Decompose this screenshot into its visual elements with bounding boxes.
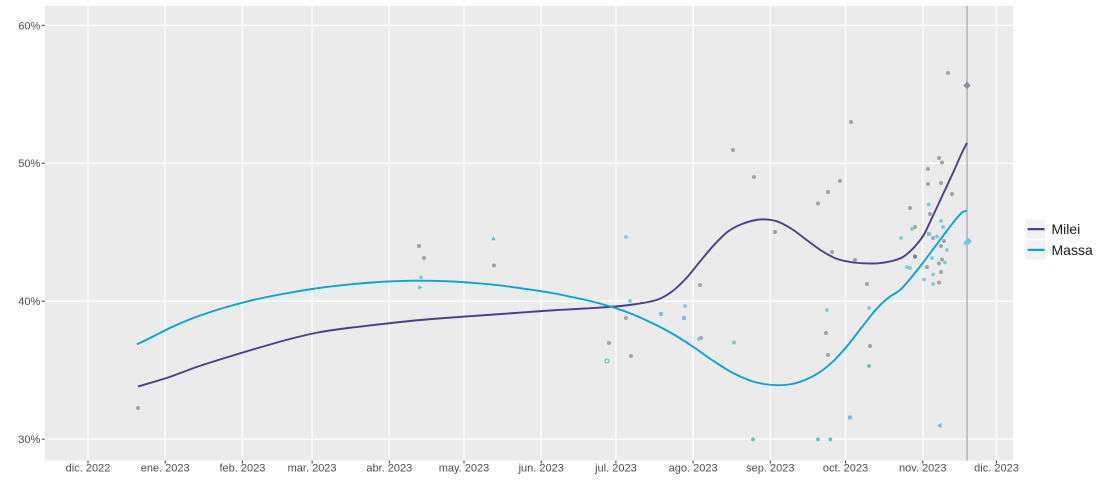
svg-text:ago. 2023: ago. 2023 bbox=[669, 463, 718, 475]
svg-text:50%: 50% bbox=[18, 158, 40, 170]
svg-text:sep. 2023: sep. 2023 bbox=[746, 463, 794, 475]
svg-text:Massa: Massa bbox=[1052, 242, 1093, 258]
svg-text:ene. 2023: ene. 2023 bbox=[141, 463, 190, 475]
svg-text:jun. 2023: jun. 2023 bbox=[518, 463, 564, 475]
svg-text:abr. 2023: abr. 2023 bbox=[366, 463, 412, 475]
svg-text:Milei: Milei bbox=[1052, 221, 1081, 237]
svg-text:30%: 30% bbox=[18, 434, 40, 446]
svg-text:feb. 2023: feb. 2023 bbox=[219, 463, 265, 475]
svg-text:mar. 2023: mar. 2023 bbox=[288, 463, 337, 475]
svg-text:40%: 40% bbox=[18, 296, 40, 308]
svg-text:dic. 2022: dic. 2022 bbox=[66, 463, 111, 475]
svg-text:jul. 2023: jul. 2023 bbox=[594, 463, 637, 475]
svg-text:60%: 60% bbox=[18, 20, 40, 32]
svg-text:dic. 2023: dic. 2023 bbox=[974, 463, 1019, 475]
svg-text:oct. 2023: oct. 2023 bbox=[823, 463, 868, 475]
svg-text:nov. 2023: nov. 2023 bbox=[899, 463, 947, 475]
svg-text:may. 2023: may. 2023 bbox=[439, 463, 490, 475]
